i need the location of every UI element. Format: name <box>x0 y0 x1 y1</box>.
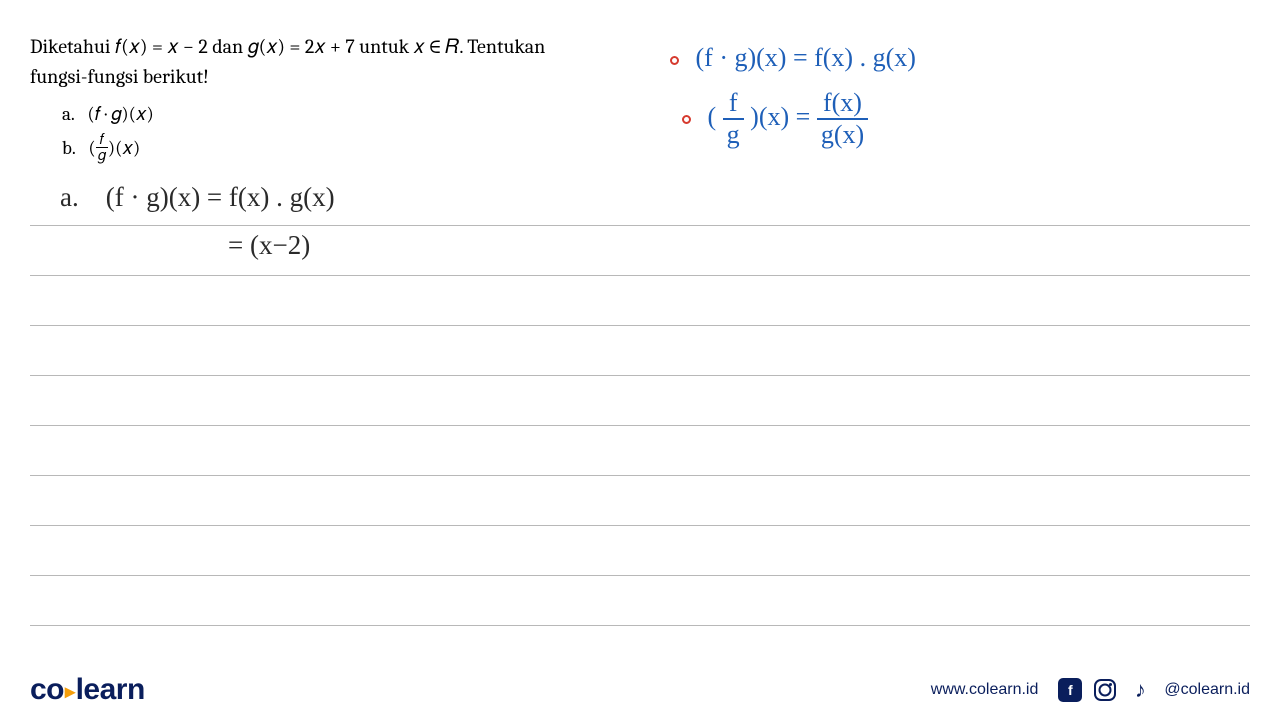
item-b-fraction: 𝑓𝑔 <box>96 132 108 163</box>
paper-line <box>30 576 1250 626</box>
logo-co: co <box>30 673 64 706</box>
hfrac-den: g <box>723 120 744 148</box>
paper-line <box>30 376 1250 426</box>
note1-text: (f · g)(x) = f(x) . g(x) <box>696 43 916 72</box>
paper-line <box>30 426 1250 476</box>
work-expr-2: = (x−2) <box>228 230 310 260</box>
problem-items: a. (𝑓 · 𝑔)(𝑥) b. (𝑓𝑔)(𝑥) <box>62 98 154 165</box>
item-a-expr: (𝑓 · 𝑔)(𝑥) <box>87 103 153 125</box>
content-area: Diketahui 𝑓(𝑥) = 𝑥 − 2 dan 𝑔(𝑥) = 2𝑥 + 7… <box>0 0 1280 660</box>
work-line-2: = (x−2) <box>228 230 310 261</box>
hfrac-den-r: g(x) <box>817 120 868 148</box>
work-label: a. <box>60 182 79 212</box>
problem-item-a: a. (𝑓 · 𝑔)(𝑥) <box>62 98 154 130</box>
frac-den: 𝑔 <box>96 148 108 163</box>
bullet-icon <box>682 115 691 124</box>
footer-right: www.colearn.id f ♪ @colearn.id <box>931 678 1250 702</box>
note-line-2: ( fg )(x) = f(x)g(x) <box>682 90 868 148</box>
footer: co▸learn www.colearn.id f ♪ @colearn.id <box>0 660 1280 720</box>
work-line-1: a. (f · g)(x) = f(x) . g(x) <box>60 182 335 213</box>
note-line-1: (f · g)(x) = f(x) . g(x) <box>670 38 916 77</box>
item-b-label: b. <box>62 137 76 159</box>
note2-frac-left: fg <box>723 90 744 148</box>
hfrac-num: f <box>723 90 744 120</box>
problem-statement: Diketahui 𝑓(𝑥) = 𝑥 − 2 dan 𝑔(𝑥) = 2𝑥 + 7… <box>30 32 610 92</box>
note2-frac-right: f(x)g(x) <box>817 90 868 148</box>
logo-learn: learn <box>76 673 145 706</box>
tiktok-icon: ♪ <box>1128 678 1152 702</box>
facebook-icon: f <box>1058 678 1082 702</box>
paper-line <box>30 326 1250 376</box>
paper-line <box>30 226 1250 276</box>
item-b-open: ( <box>88 137 95 159</box>
paper-line <box>30 526 1250 576</box>
bullet-icon <box>670 56 679 65</box>
note2-left: ( <box>708 102 723 131</box>
logo: co▸learn <box>30 673 145 707</box>
instagram-icon <box>1094 679 1116 701</box>
lined-paper <box>30 176 1250 626</box>
work-expr-1: (f · g)(x) = f(x) . g(x) <box>106 182 335 212</box>
footer-url: www.colearn.id <box>931 681 1039 699</box>
problem-item-b: b. (𝑓𝑔)(𝑥) <box>62 132 154 165</box>
item-a-label: a. <box>62 103 75 125</box>
paper-line <box>30 276 1250 326</box>
problem-line1: Diketahui 𝑓(𝑥) = 𝑥 − 2 dan 𝑔(𝑥) = 2𝑥 + 7… <box>30 35 545 58</box>
item-b-close: )(𝑥) <box>108 137 140 159</box>
problem-line2: fungsi-fungsi berikut! <box>30 65 209 88</box>
paper-line <box>30 476 1250 526</box>
hfrac-num-r: f(x) <box>817 90 868 120</box>
logo-arrow-icon: ▸ <box>65 681 75 703</box>
note2-mid: )(x) = <box>744 102 817 131</box>
footer-handle: @colearn.id <box>1164 681 1250 699</box>
